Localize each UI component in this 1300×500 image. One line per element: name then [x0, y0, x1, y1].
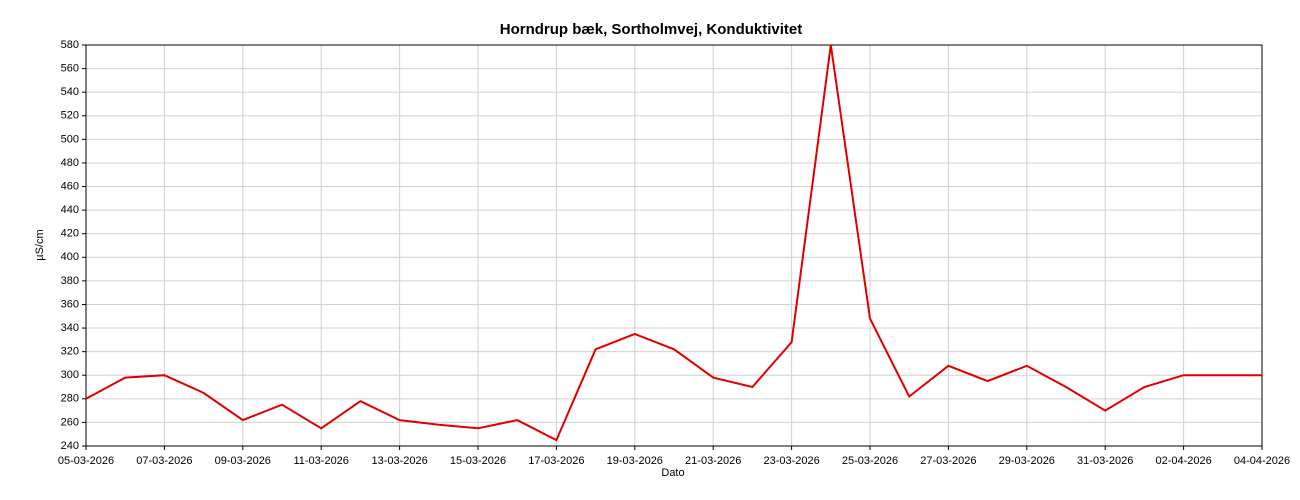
y-tick-label: 240 — [61, 440, 79, 452]
y-tick-label: 540 — [61, 86, 79, 98]
y-tick-label: 500 — [61, 133, 79, 145]
y-tick-label: 520 — [61, 110, 79, 122]
y-tick-label: 400 — [61, 251, 79, 263]
y-tick-label: 300 — [61, 369, 79, 381]
y-axis-label: µS/cm — [34, 229, 46, 260]
x-tick-label: 07-03-2026 — [136, 455, 192, 467]
y-tick-label: 420 — [61, 228, 79, 240]
y-tick-label: 440 — [61, 204, 79, 216]
x-tick-label: 31-03-2026 — [1077, 455, 1133, 467]
x-tick-label: 13-03-2026 — [371, 455, 427, 467]
x-tick-label: 23-03-2026 — [763, 455, 819, 467]
x-tick-label: 21-03-2026 — [685, 455, 741, 467]
x-tick-label: 19-03-2026 — [607, 455, 663, 467]
x-tick-label: 04-04-2026 — [1234, 455, 1290, 467]
y-tick-label: 460 — [61, 180, 79, 192]
x-tick-label: 15-03-2026 — [450, 455, 506, 467]
y-tick-label: 320 — [61, 346, 79, 358]
y-tick-label: 260 — [61, 416, 79, 428]
x-tick-label: 05-03-2026 — [58, 455, 114, 467]
x-tick-label: 27-03-2026 — [920, 455, 976, 467]
data-line — [85, 44, 1262, 442]
x-tick-label: 29-03-2026 — [999, 455, 1055, 467]
x-tick-label: 02-04-2026 — [1155, 455, 1211, 467]
x-tick-label: 09-03-2026 — [215, 455, 271, 467]
x-tick-label: 25-03-2026 — [842, 455, 898, 467]
y-tick-label: 380 — [61, 275, 79, 287]
x-tick-label: 11-03-2026 — [293, 455, 348, 467]
chart-title: Horndrup bæk, Sortholmvej, Konduktivitet — [500, 21, 803, 38]
y-tick-label: 580 — [61, 39, 79, 51]
x-axis-label: Dato — [661, 467, 684, 479]
plot-border — [85, 44, 1263, 447]
x-tick-label: 17-03-2026 — [528, 455, 584, 467]
y-tick-label: 280 — [61, 393, 79, 405]
y-tick-label: 340 — [61, 322, 79, 334]
y-tick-label: 360 — [61, 298, 79, 310]
y-tick-label: 480 — [61, 157, 79, 169]
y-tick-label: 560 — [61, 62, 79, 74]
plot-area — [86, 45, 1262, 446]
